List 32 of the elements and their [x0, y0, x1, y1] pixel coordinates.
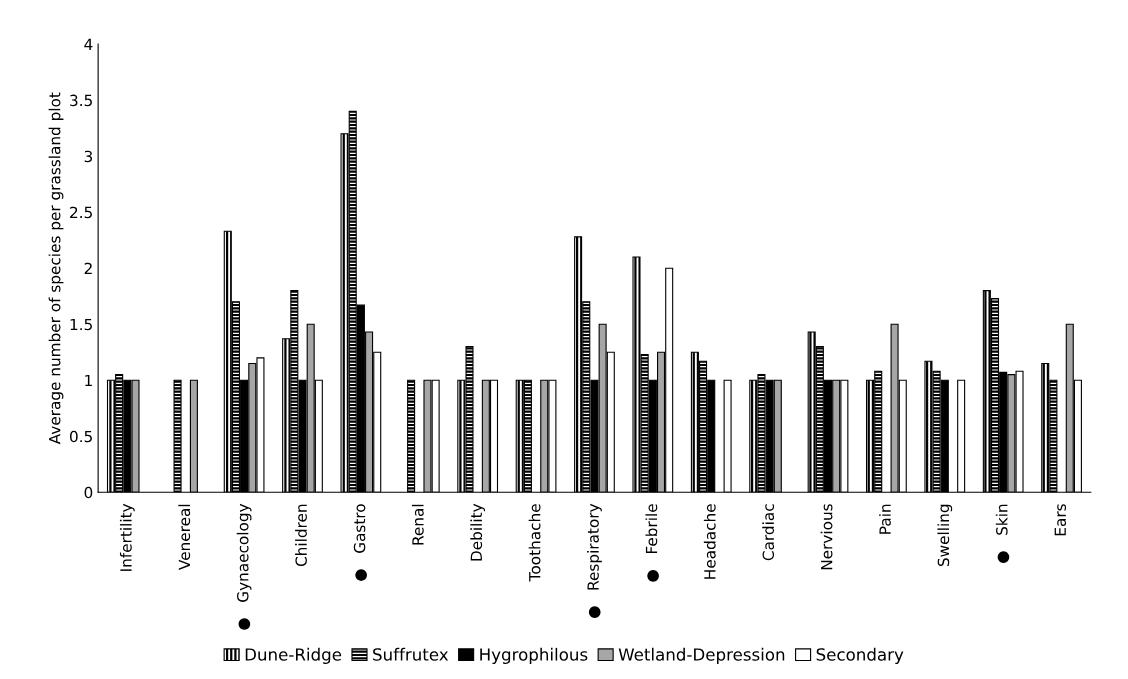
- x-tick-label: Toothache: [528, 504, 541, 582]
- x-tick-label: Nervious: [820, 504, 833, 570]
- x-tick-label: Venereal: [178, 504, 191, 570]
- legend-label: Wetland-Depression: [618, 647, 785, 664]
- x-tick-label: Swelling: [937, 504, 953, 567]
- y-tick-label: 2.5: [70, 206, 92, 219]
- y-axis-title: Average number of species per grassland plot: [48, 92, 64, 445]
- y-tick-label: 0: [84, 486, 93, 499]
- x-tick-label: Infertility: [119, 503, 135, 571]
- y-tick-label: 1: [85, 374, 92, 387]
- legend-label: Hygrophilous: [480, 647, 588, 664]
- x-tick-label: Debility: [470, 503, 486, 561]
- y-tick-label: 1.5: [70, 318, 92, 331]
- x-tick-label: Headache: [703, 504, 716, 579]
- x-tick-label: ● Respiratory: [587, 503, 602, 618]
- x-tick-label: Ears: [1054, 504, 1067, 536]
- y-tick-label: 3.5: [70, 94, 92, 107]
- legend-label: Dune-Ridge: [245, 647, 342, 664]
- x-tick-label: Children: [295, 504, 307, 567]
- legend-label: Secondary: [816, 647, 904, 664]
- y-tick-label: 2: [84, 262, 92, 275]
- y-tick-label: 3: [84, 150, 93, 163]
- x-tick-label: ● Gynaecology: [236, 503, 252, 630]
- x-tick-label: Cardiac: [762, 504, 775, 561]
- y-tick-label: 0.5: [69, 430, 92, 443]
- x-tick-label: Pain: [879, 504, 891, 534]
- y-tick-label: 4: [84, 38, 93, 50]
- x-tick-label: ● Skin: [995, 504, 1010, 563]
- x-tick-label: ● Febrile: [645, 504, 659, 582]
- x-tick-label: Renal: [411, 504, 424, 545]
- legend-label: Suffrutex: [373, 647, 449, 661]
- x-tick-label: ● Gastro: [353, 504, 367, 581]
